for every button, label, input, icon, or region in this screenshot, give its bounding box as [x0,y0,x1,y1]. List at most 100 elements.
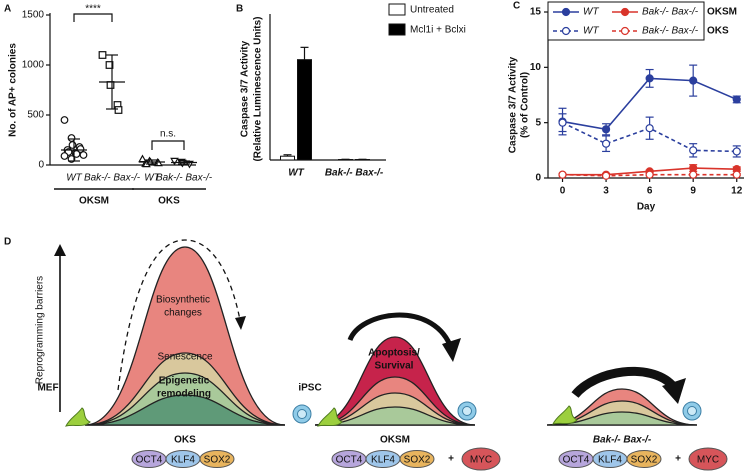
significance-bracket [151,140,185,150]
point [732,170,741,179]
y-axis-label: Caspase 3/7 Activity [240,40,251,137]
bar [297,59,312,161]
point [98,51,107,59]
layer-label: Epigenetic [159,376,210,387]
legend-label: Mcl1i + Bclxi [410,25,466,36]
legend-group-label: OKSM [707,7,737,18]
layer-label: Apoptosis/ [368,348,420,359]
legend-marker [561,26,571,36]
factor-label: OCT4 [336,455,363,466]
y-tick-label: 5 [535,117,541,128]
legend-label: Bak-/- Bax-/- [642,7,699,18]
error-bar [300,46,309,60]
ipsc-nucleus [297,409,307,419]
factor-pill [461,447,501,471]
mef-cell [317,407,343,427]
point [106,81,115,89]
arrow-head [662,378,686,404]
point [79,151,88,159]
point [689,163,698,173]
x-tick-label: Bak-/- Bax-/- [156,173,213,184]
point [114,106,123,114]
x-tick-label: 12 [731,186,743,197]
factor-label: OCT4 [563,455,590,466]
mef-cell [65,407,91,427]
factor-label: SOX2 [404,455,431,466]
y-axis-label: Caspase 3/7 Activity [508,56,519,153]
end-label: iPSC [298,383,321,394]
condition-label: OKSM [380,435,410,446]
start-label: MEF [37,383,58,394]
group-label: OKS [158,196,180,207]
arrow-head [442,338,461,362]
error-bar [283,154,292,157]
y-tick-label: 0 [535,173,541,184]
ipsc-nucleus [687,406,697,416]
legend-label: Bak-/- Bax-/- [642,26,699,37]
x-tick-label: WT [66,173,82,184]
factor-label: MYC [697,455,719,466]
point [732,95,741,104]
y-axis-label: Reprogramming barriers [35,276,46,384]
point [60,152,69,160]
point [558,170,567,179]
layer-label: Biosynthetic [156,295,210,306]
layer-label: remodeling [157,389,211,400]
legend-label: WT [583,7,599,18]
y-tick-label: 500 [27,110,44,121]
x-tick-label: WT [288,168,304,179]
trajectory-arrow [571,367,676,399]
error-bar [146,159,158,165]
barrier-layer [84,246,286,426]
y-axis-label: (% of Control) [520,72,531,138]
legend-group-label: OKS [707,26,729,37]
legend-marker [620,26,630,36]
point [689,146,698,155]
point [60,116,69,124]
legend-swatch [388,3,406,16]
layer-label: changes [164,308,202,319]
point [105,61,114,69]
point [689,170,698,179]
x-tick-label: WT [144,173,160,184]
barrier-layer [314,406,476,426]
x-tick-label: 3 [603,186,609,197]
x-tick-label: Bak-/- Bax-/- [325,168,384,179]
factor-pill [626,450,662,468]
error-bar [106,54,118,110]
y-axis-label: (Relative Luminescence Units) [253,16,264,161]
condition-label: OKS [174,435,196,446]
plus-sign: + [675,454,681,465]
legend-swatch [388,23,406,36]
plus-sign: + [448,454,454,465]
mef-cell [552,405,578,425]
point [645,170,654,179]
legend-label: WT [583,26,599,37]
y-axis-label: No. of AP+ colonies [8,43,19,137]
group-label: OKSM [79,196,109,207]
y-tick-label: 15 [530,7,542,18]
factor-label: OCT4 [136,455,163,466]
x-tick-label: Bak-/- Bax-/- [84,173,141,184]
x-tick-label: 0 [560,186,566,197]
factor-label: KLF4 [171,455,195,466]
layer-label: Survival [375,361,414,372]
y-tick-label: 10 [530,62,542,73]
point [558,118,567,127]
trajectory-arrow [117,239,241,391]
factor-pill [688,447,728,471]
legend-label: Untreated [410,5,454,16]
annotation: **** [85,4,101,15]
barrier-layer [84,394,286,426]
x-axis-label: Day [637,202,656,213]
panel-letter: D [4,237,11,248]
annotation: n.s. [160,129,176,140]
bar [280,155,295,161]
x-tick-label: 9 [690,186,696,197]
point [76,145,85,153]
factor-label: KLF4 [598,455,622,466]
point [732,147,741,156]
factor-label: SOX2 [204,455,231,466]
error-bar [178,160,190,165]
